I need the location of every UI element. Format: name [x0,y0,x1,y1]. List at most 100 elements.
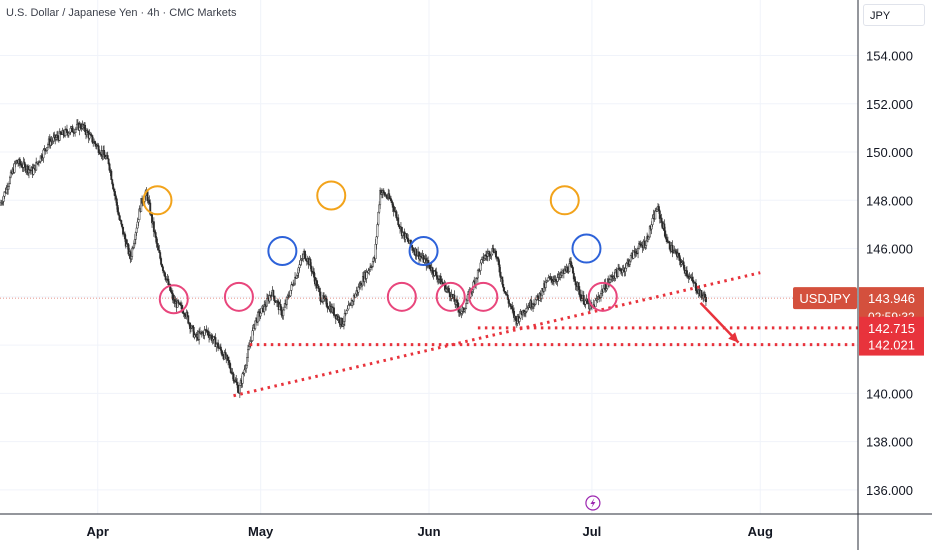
candle-body [501,276,504,285]
candle-body [497,258,500,266]
y-tick-label: 154.000 [866,49,913,64]
level-tag [859,333,924,356]
candle-body [602,288,605,293]
candle-body [146,191,149,202]
candle-body [376,224,379,238]
candle-body [615,269,618,274]
candle-body [476,270,479,279]
candle-body [377,211,380,225]
candle-body [69,128,72,133]
candle-body [289,290,292,297]
candle-body [154,232,157,238]
candle-body [448,291,451,297]
candle-body [383,192,386,196]
candle-body [326,306,329,309]
candle-body [159,252,162,259]
candle-body [112,183,115,190]
y-tick-label: 152.000 [866,97,913,112]
candle-body [347,305,350,310]
candle-body [317,285,320,289]
candle-body [460,311,463,314]
candle-body [235,379,238,383]
candle-body [132,242,135,249]
level-label: 142.021 [868,338,915,353]
candle-body [272,290,275,297]
candle-body [663,223,666,232]
candle-body [279,303,282,308]
candle-body [550,276,553,280]
candle-body [282,309,285,316]
candle-body [186,312,189,316]
blue-circle [408,235,439,266]
candle-body [122,226,125,235]
candle-body [23,161,26,165]
y-tick-label: 140.000 [866,386,913,401]
candle-body [158,249,161,253]
candle-body [530,300,533,308]
candle-body [52,137,55,142]
pink-circle [386,281,417,312]
candle-body [594,300,597,308]
candle-body [518,317,521,322]
candle-body [134,232,137,240]
candle-body [398,224,401,227]
candle-body [571,267,574,274]
candle-body [645,240,648,246]
candle-body [628,260,631,265]
candle-body [113,191,116,197]
candle-body [691,276,694,281]
candle-body [624,267,627,272]
candle-body [647,236,650,240]
candle-body [498,264,501,273]
pink-circle [158,284,189,315]
candle-body [704,293,706,298]
candle-body [561,272,563,276]
candle-body [573,278,576,282]
candle-body [113,188,115,192]
candle-body [241,373,244,384]
candle-body [457,302,459,308]
candle-body [511,305,514,310]
candle-body [256,312,259,323]
candle-body [152,221,155,232]
candle-body [584,300,587,305]
candle-body [302,253,305,259]
candle-body [86,130,89,134]
candle-body [260,307,263,314]
candle-body [345,310,348,314]
candle-body [385,195,388,198]
candle-body [492,248,495,253]
candle-body [246,357,249,366]
candle-body [397,217,400,225]
candle-body [108,163,111,171]
candle-body [157,246,160,251]
candle-body [625,263,628,269]
candle-body [229,367,232,373]
currency-selector[interactable]: JPY [863,4,925,26]
candle-body [483,258,486,261]
candle-body [16,160,19,163]
candle-body [130,256,133,260]
candle-body [156,243,159,247]
candle-body [577,282,580,287]
candle-body [466,299,468,304]
candle-body [309,259,312,267]
orange-circle [142,185,173,216]
candle-body [2,195,5,202]
candles [0,119,707,399]
candle-body [570,261,573,266]
candle-body [131,247,134,257]
candle-body [114,195,117,200]
candle-body [247,349,249,358]
candle-body [367,270,370,273]
candle-body [582,295,585,305]
candle-body [280,306,283,316]
candle-body [94,141,96,145]
candle-body [180,304,183,310]
candle-body [187,315,190,324]
candle-body [299,260,302,265]
candle-body [435,271,438,277]
pink-circle [223,281,254,312]
